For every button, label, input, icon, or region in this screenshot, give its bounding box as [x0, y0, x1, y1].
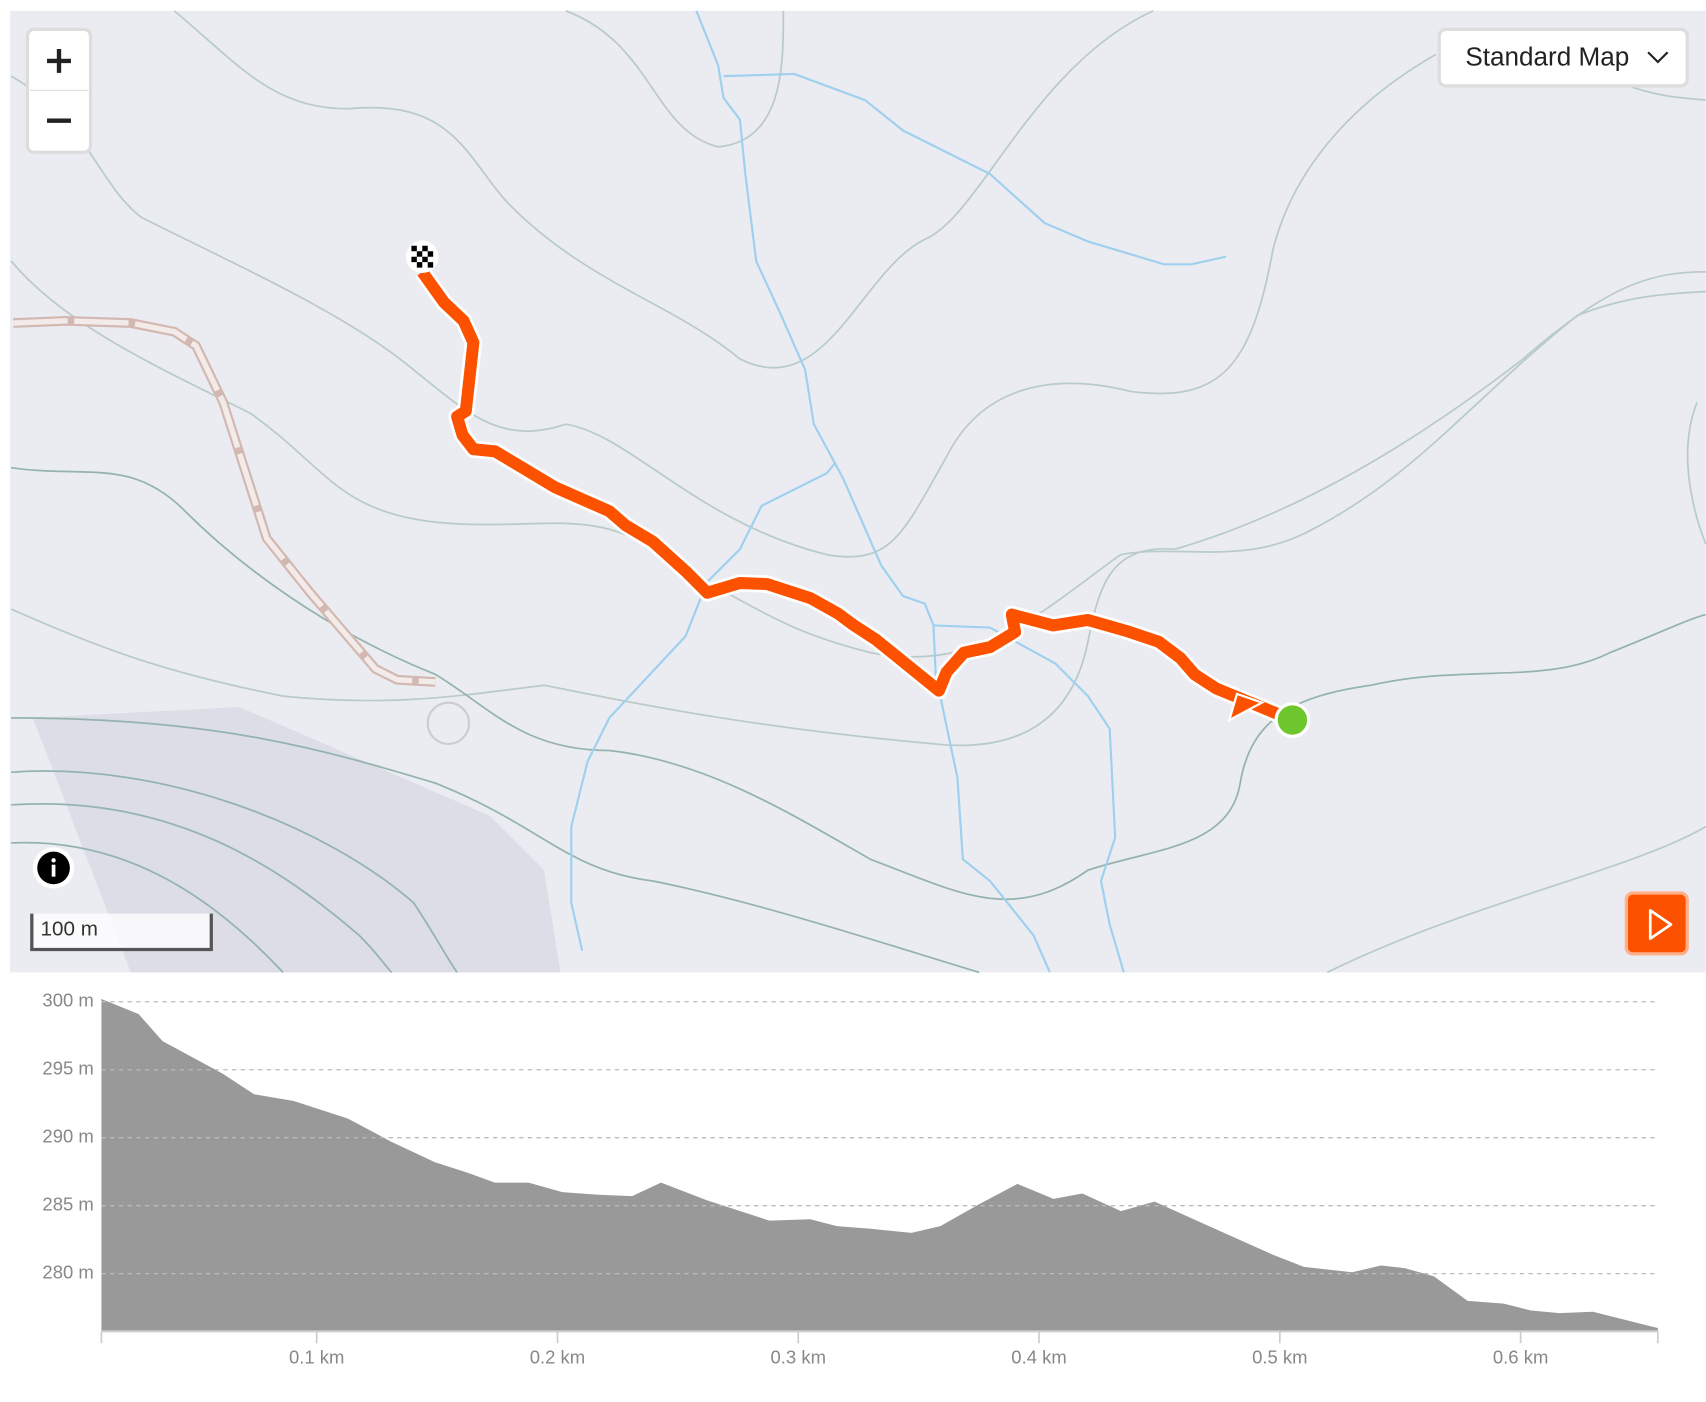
info-button[interactable]: [32, 847, 75, 889]
elevation-area: [101, 999, 1658, 1332]
road-center: [13, 318, 436, 685]
y-tick-label: 280 m: [42, 1262, 93, 1283]
y-tick-label: 300 m: [42, 990, 93, 1011]
start-marker: [1274, 702, 1311, 738]
layer-select-label: Standard Map: [1465, 42, 1629, 72]
dropdown-arrow: [1647, 51, 1669, 64]
x-tick-label: 0.1 km: [289, 1346, 344, 1367]
zoom-control: [25, 27, 93, 154]
finish-marker: [405, 240, 439, 274]
y-tick-label: 290 m: [42, 1126, 93, 1147]
y-tick-label: 295 m: [42, 1058, 93, 1079]
x-tick-label: 0.6 km: [1493, 1346, 1548, 1367]
scale-label: 100 m: [41, 917, 98, 940]
x-tick-label: 0.2 km: [530, 1346, 585, 1367]
direction-arrow: [1227, 692, 1265, 723]
location-circle: [426, 701, 471, 746]
x-tick-label: 0.4 km: [1011, 1346, 1066, 1367]
route: [417, 268, 1295, 726]
y-tick-label: 285 m: [42, 1194, 93, 1215]
contours: [10, 10, 1706, 974]
zoom-out[interactable]: [30, 91, 89, 150]
x-tick-label: 0.3 km: [771, 1346, 826, 1367]
elevation-chart: 280 m 285 m 290 m 295 m 300 m 0.1 km 0.2 km 0.3…: [42, 990, 1659, 1367]
play-button[interactable]: [1624, 891, 1689, 956]
scale-bar: 100 m: [30, 913, 213, 952]
x-tick-label: 0.5 km: [1252, 1346, 1307, 1367]
layer-select[interactable]: Standard Map: [1437, 27, 1689, 88]
zoom-in[interactable]: [30, 32, 89, 91]
map: Standard Map 100 m: [10, 10, 1706, 974]
terrain-shade: [32, 706, 561, 973]
